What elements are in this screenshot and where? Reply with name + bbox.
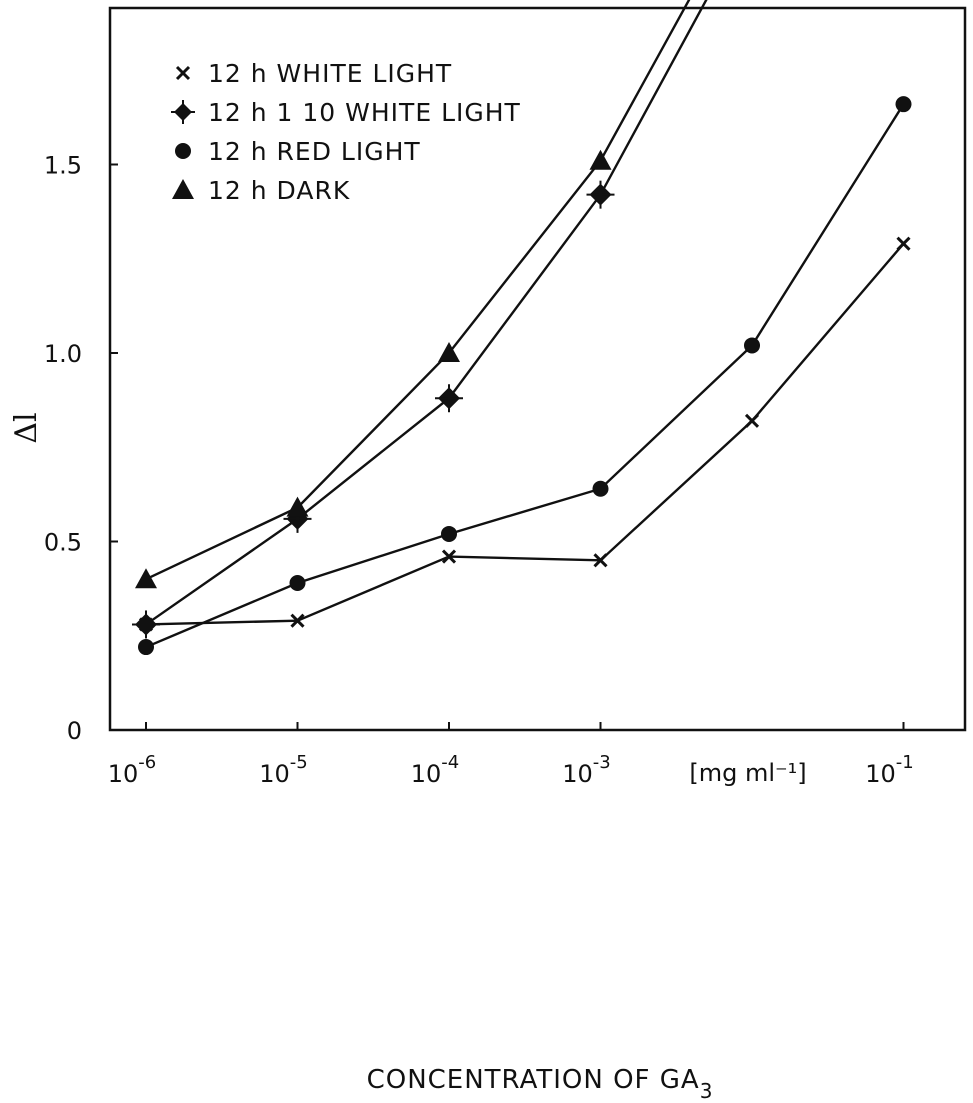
y-tick-label: 0 [67, 717, 82, 745]
x-tick-label: 10-1 [865, 752, 914, 788]
data-point-circle [441, 525, 457, 542]
series-diamond [132, 0, 708, 639]
data-point-x [441, 549, 457, 564]
x-tick-label: 10-6 [108, 752, 157, 788]
y-tick-label: 1.0 [44, 340, 82, 368]
data-point-x [290, 613, 305, 628]
data-point-x [896, 236, 911, 251]
data-point-x [593, 553, 608, 568]
x-axis-title: CONCENTRATION OF GA3 [367, 1065, 714, 1103]
x-unit-label: [mg ml⁻¹] [689, 759, 806, 787]
data-point-x [744, 413, 760, 428]
series-layer [132, 0, 912, 656]
x-axis-ticks: 10-6 10-5 10-4 10-3 10-1 [mg ml⁻¹] [108, 722, 914, 788]
series-line [145, 103, 905, 649]
series-line [145, 242, 905, 626]
data-point-triangle [135, 568, 157, 589]
x-tick-label: 10-3 [562, 752, 611, 788]
data-point-circle [744, 337, 760, 354]
legend-label: 12 h DARK [208, 176, 350, 205]
data-point-triangle [589, 149, 612, 170]
x-tick-label: 10-4 [411, 752, 460, 788]
series-circle [138, 96, 912, 656]
data-point-circle [592, 480, 609, 497]
y-tick-label: 1.5 [44, 152, 82, 180]
data-point-triangle [438, 342, 460, 362]
data-point-circle [895, 96, 912, 113]
y-axis-ticks: 00.51.01.52.02.5 [44, 152, 118, 745]
data-point-x [175, 65, 191, 81]
legend-item: 12 h 1 10 WHITE LIGHT [171, 98, 521, 127]
series-line [145, 0, 691, 581]
y-axis-label: Δl [9, 412, 44, 443]
legend-label: 12 h 1 10 WHITE LIGHT [208, 98, 521, 127]
data-point-circle [138, 639, 154, 656]
x-axis-title-subscript: 3 [700, 1079, 714, 1103]
legend-label: 12 h RED LIGHT [208, 137, 421, 166]
legend: 12 h WHITE LIGHT 12 h 1 10 WHITE LIGHT 12 … [171, 59, 521, 205]
data-point-triangle [286, 496, 309, 517]
data-point-triangle [172, 179, 194, 199]
legend-item: 12 h DARK [172, 176, 350, 205]
data-point-circle [289, 574, 306, 591]
series-triangle [135, 0, 691, 589]
legend-item: 12 h WHITE LIGHT [175, 59, 452, 88]
x-axis-title-text: CONCENTRATION OF GA [367, 1065, 700, 1095]
legend-item: 12 h RED LIGHT [175, 137, 421, 166]
series-line [145, 0, 708, 626]
legend-label: 12 h WHITE LIGHT [208, 59, 452, 88]
plot-frame [108, 6, 967, 732]
y-tick-label: 0.5 [44, 529, 82, 557]
data-point-circle [175, 143, 191, 159]
x-tick-label: 10-5 [259, 752, 308, 788]
